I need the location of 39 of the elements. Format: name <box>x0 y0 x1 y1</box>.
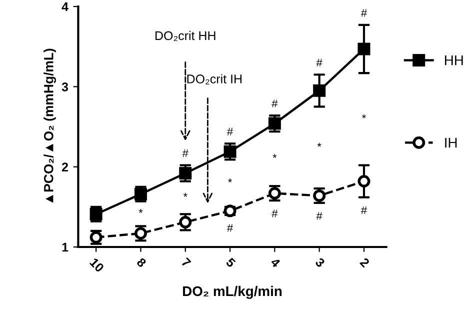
annotation: * <box>228 178 232 182</box>
y-axis-title: ▲PCO₂/▲O₂ (mmHg/mL) <box>44 48 56 203</box>
x-tick-label: 4 <box>270 257 281 268</box>
annotation: * <box>362 114 366 118</box>
legend-label: HH <box>445 56 463 66</box>
x-tick-label: 7 <box>181 257 192 268</box>
annotation: * <box>272 154 277 158</box>
data-label: # <box>316 58 322 66</box>
point <box>179 166 192 180</box>
x-tick-label: 10 <box>89 258 105 273</box>
x-axis-title: DO₂ mL/kg/min <box>183 286 282 299</box>
annotation: DO₂crit HH <box>156 30 216 42</box>
x-tick-label: 2 <box>360 257 370 268</box>
x-tick-label: 3 <box>314 257 326 268</box>
x-tick-label: 8 <box>136 257 147 268</box>
annotation: DO₂crit IH <box>187 74 242 84</box>
point <box>179 216 192 228</box>
y-tick-label: 2 <box>62 162 68 172</box>
point <box>313 84 326 97</box>
data-label: # <box>226 128 234 136</box>
data-label: # <box>272 210 278 218</box>
y-tick-label: 4 <box>62 2 68 12</box>
data-label: # <box>182 149 188 157</box>
data-label: # <box>226 224 234 232</box>
annotation: * <box>138 208 143 213</box>
data-label: # <box>360 206 368 214</box>
y-tick-label: 1 <box>62 242 68 252</box>
point <box>358 42 370 56</box>
annotation: * <box>183 192 188 197</box>
annotation: * <box>317 142 322 147</box>
data-label: # <box>360 9 368 17</box>
data-label: # <box>316 212 322 220</box>
point <box>224 145 236 158</box>
y-tick-label: 3 <box>62 82 68 92</box>
legend-label: IH <box>445 138 457 148</box>
point <box>268 117 281 130</box>
data-label: # <box>272 100 278 108</box>
x-tick-label: 5 <box>225 257 236 268</box>
point <box>358 175 370 188</box>
